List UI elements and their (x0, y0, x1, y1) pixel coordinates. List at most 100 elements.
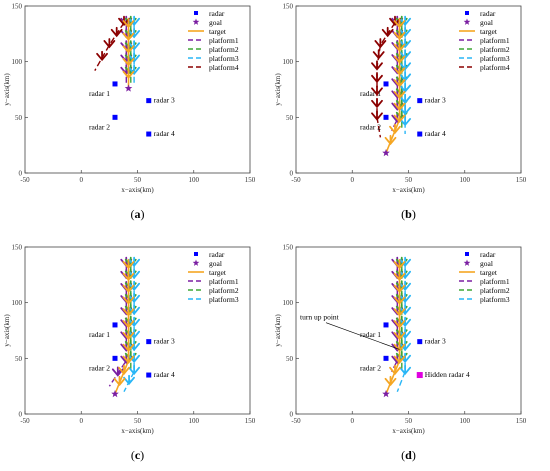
radar-label: radar 4 (425, 129, 446, 138)
target-marker (122, 43, 135, 54)
legend-radar-swatch (194, 252, 198, 256)
target-marker (393, 270, 406, 282)
x-tick-label: 100 (460, 417, 471, 425)
legend-label: goal (480, 18, 493, 27)
radar-marker (383, 114, 389, 120)
target-marker (393, 41, 406, 52)
legend-goal-swatch (192, 18, 200, 25)
y-tick-label: 0 (19, 411, 23, 419)
legend-goal-swatch (192, 259, 200, 266)
radar-label: radar 4 (154, 129, 175, 138)
legend-label: radar (480, 9, 496, 18)
subplot-caption: (d) (401, 448, 416, 462)
annotation-leader (325, 322, 400, 350)
x-axis-label: x−axis(km) (121, 427, 154, 435)
target-marker (113, 375, 126, 387)
legend-radar-swatch (465, 252, 469, 256)
target-marker (122, 353, 135, 364)
platform-marker (128, 52, 141, 63)
target-marker (393, 112, 406, 123)
target-marker (118, 364, 130, 376)
platform-marker (399, 352, 412, 364)
platform-marker (399, 116, 412, 127)
target-marker (393, 259, 406, 270)
legend-label: platform1 (480, 277, 510, 286)
legend-radar-swatch (194, 11, 198, 15)
radar-label: Hidden radar 4 (425, 370, 470, 379)
target-marker (393, 18, 406, 29)
platform-marker (399, 328, 412, 340)
radar-marker (112, 355, 118, 361)
target-marker (122, 68, 135, 80)
x-tick-label: 150 (245, 417, 256, 425)
target-marker (393, 65, 406, 76)
x-axis-label: x−axis(km) (392, 427, 425, 435)
radar-marker (112, 114, 118, 120)
target-marker (393, 282, 406, 293)
platform-path-platform4 (94, 22, 125, 71)
target-marker (122, 30, 135, 42)
platform-marker (128, 328, 141, 340)
goal-marker (382, 389, 390, 398)
y-tick-label: 0 (290, 170, 294, 178)
plot-frame (295, 5, 522, 174)
target-marker (122, 259, 135, 270)
platform-marker (371, 60, 383, 71)
platform-marker (399, 93, 412, 105)
target-marker (393, 353, 406, 364)
x-axis-label: x−axis(km) (121, 186, 154, 194)
radar-label: radar 1 (89, 330, 110, 339)
target-marker (393, 330, 406, 341)
radar-marker (416, 372, 423, 379)
legend-label: goal (209, 259, 222, 268)
legend-label: platform3 (480, 54, 510, 63)
y-tick-label: 50 (15, 114, 23, 122)
y-tick-label: 150 (283, 3, 294, 11)
platform-marker (381, 26, 394, 38)
y-tick-label: 50 (286, 114, 294, 122)
target-marker (122, 318, 135, 329)
platform-marker (128, 364, 141, 376)
platform-marker (128, 64, 141, 76)
legend-label: goal (480, 259, 493, 268)
legend-label: platform3 (209, 295, 239, 304)
target-marker (389, 123, 401, 135)
platform-marker (372, 49, 385, 60)
radar-marker (383, 355, 389, 361)
x-tick-label: 100 (189, 176, 200, 184)
platform-marker (110, 26, 123, 38)
legend-label: goal (209, 18, 222, 27)
legend-label: target (480, 268, 498, 277)
radar-marker (146, 339, 152, 345)
platform-marker (371, 97, 383, 109)
x-tick-label: 0 (351, 176, 355, 184)
target-marker (122, 56, 135, 67)
platform-marker (371, 110, 383, 121)
x-tick-label: 100 (189, 417, 200, 425)
x-tick-label: 50 (405, 176, 413, 184)
subplot-caption: (c) (131, 448, 144, 462)
legend-label: platform3 (480, 295, 510, 304)
platform-marker (103, 38, 116, 49)
target-marker (122, 330, 135, 341)
legend-label: platform2 (480, 45, 510, 54)
radar-marker (383, 322, 389, 328)
radar-label: radar 3 (425, 337, 446, 346)
platform-marker (128, 40, 141, 51)
radar-marker (417, 98, 423, 104)
target-marker (122, 270, 135, 282)
radar-label: radar 1 (360, 330, 381, 339)
legend: radargoaltargetplatform1platform2platfor… (188, 9, 239, 72)
x-tick-label: -50 (291, 176, 301, 184)
legend-label: radar (480, 250, 496, 259)
y-axis-label: y−axis(km) (274, 314, 282, 347)
legend-label: platform3 (209, 54, 239, 63)
target-marker (122, 294, 135, 305)
legend-label: platform2 (209, 45, 239, 54)
legend-label: platform4 (209, 63, 239, 72)
platform-marker (123, 374, 135, 386)
radar-label: radar 2 (360, 122, 381, 131)
target-marker (393, 77, 406, 88)
radar-marker (146, 372, 152, 378)
x-tick-label: 50 (134, 417, 142, 425)
